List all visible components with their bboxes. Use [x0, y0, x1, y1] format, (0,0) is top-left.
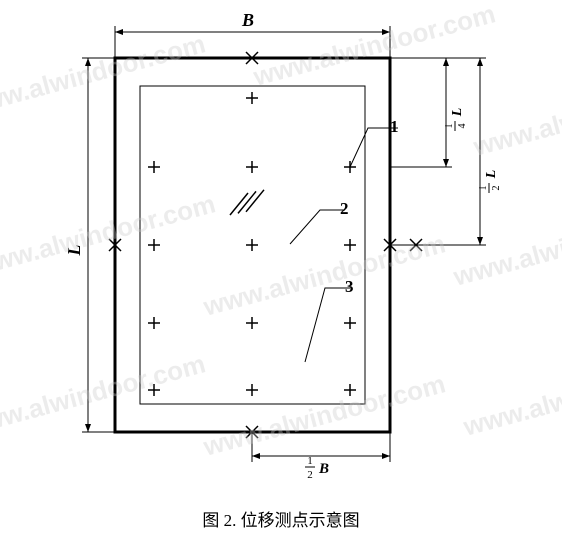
svg-text:B: B: [318, 461, 329, 477]
svg-text:3: 3: [345, 277, 354, 296]
svg-text:L: L: [450, 108, 465, 118]
svg-text:1: 1: [307, 455, 313, 467]
diagram-svg: BL12B14L12L123: [0, 0, 562, 536]
figure-caption: 图 2. 位移测点示意图: [0, 506, 562, 531]
svg-text:1: 1: [390, 117, 399, 136]
svg-text:2: 2: [491, 186, 502, 191]
svg-text:1: 1: [444, 124, 455, 129]
svg-text:1: 1: [478, 186, 489, 191]
svg-text:2: 2: [340, 199, 349, 218]
svg-text:4: 4: [457, 124, 468, 129]
svg-text:L: L: [484, 170, 499, 180]
svg-text:L: L: [64, 245, 84, 257]
svg-text:2: 2: [307, 469, 313, 481]
svg-text:B: B: [241, 10, 254, 30]
